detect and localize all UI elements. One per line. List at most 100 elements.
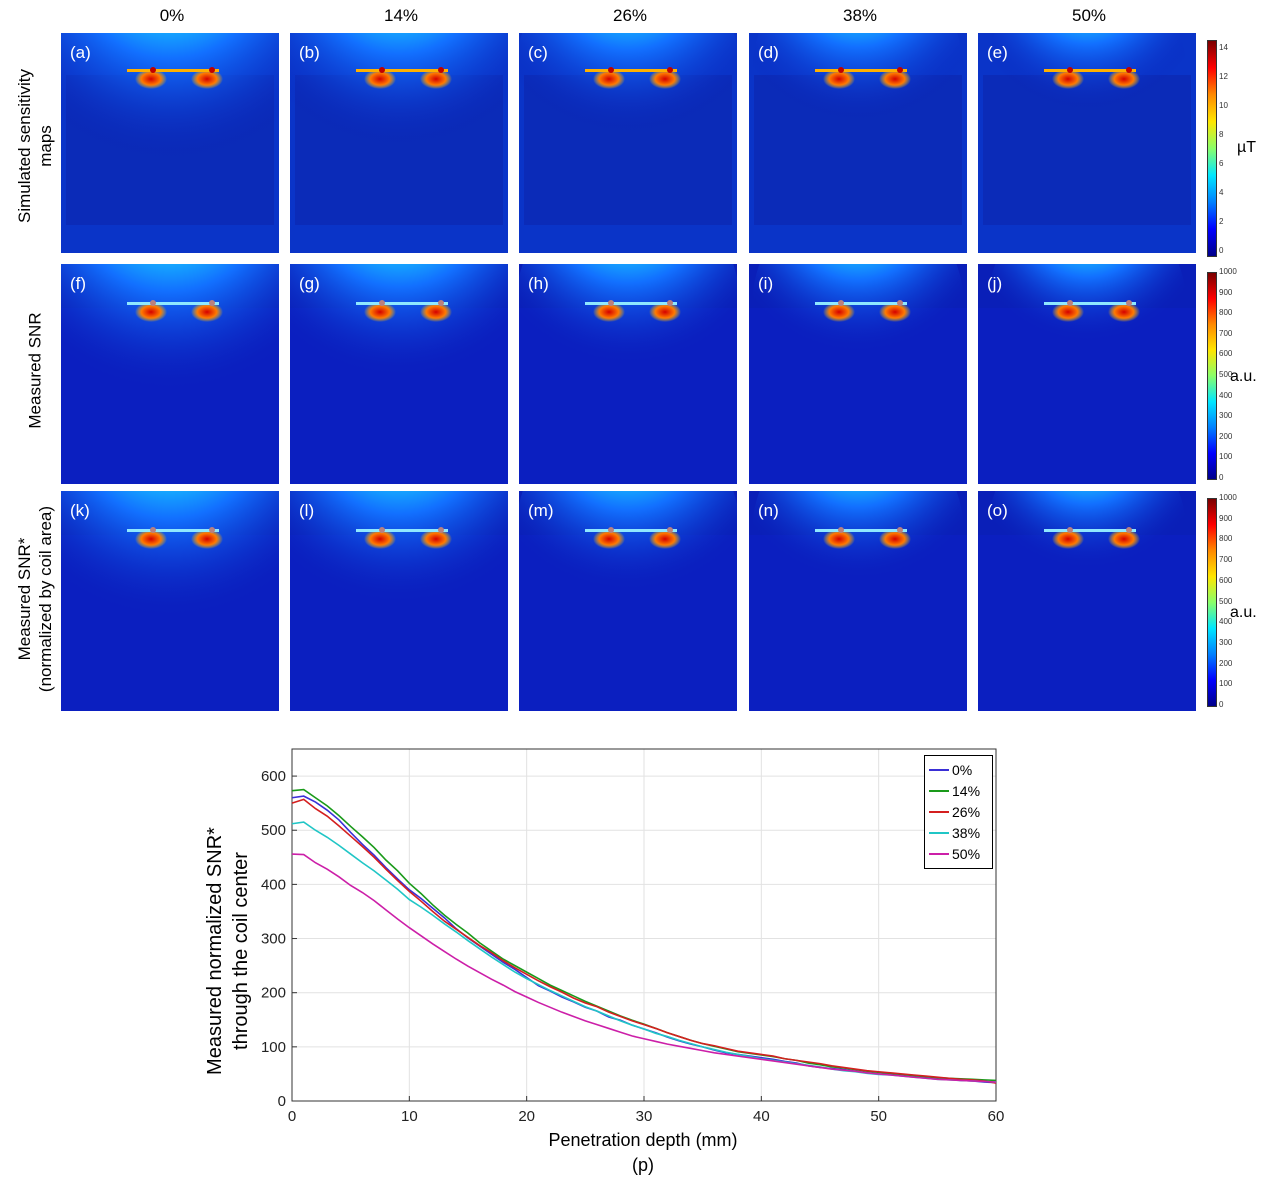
colorbar-tick-label: 400 bbox=[1219, 617, 1233, 627]
sensitivity-map-image bbox=[61, 491, 279, 711]
colorbar-tick-label: 0 bbox=[1219, 700, 1224, 709]
panel-label: (o) bbox=[987, 501, 1008, 520]
colorbar-tick-label: 800 bbox=[1219, 308, 1233, 318]
panel-label: (b) bbox=[299, 43, 320, 62]
colorbar-snr-normalized bbox=[1207, 498, 1217, 707]
colorbar-unit-snr: a.u. bbox=[1230, 368, 1257, 385]
colorbar-tick-label: 0 bbox=[1219, 473, 1224, 482]
series-line bbox=[291, 798, 997, 1084]
legend-label: 38% bbox=[952, 825, 981, 841]
sensitivity-map-image bbox=[978, 491, 1196, 711]
panel-label: (k) bbox=[70, 501, 90, 520]
colorbar-tick-label: 200 bbox=[1219, 658, 1233, 668]
colorbar-tick-label: 300 bbox=[1219, 411, 1233, 421]
sensitivity-map-image bbox=[290, 33, 508, 225]
legend-item: 26% bbox=[929, 802, 980, 822]
colorbar-tick-label: 600 bbox=[1219, 575, 1233, 585]
map-panel: (j) bbox=[978, 264, 1196, 484]
colorbar-tick-label: 700 bbox=[1219, 555, 1233, 565]
colorbar-tick-label: 1000 bbox=[1219, 267, 1237, 276]
legend-swatch bbox=[929, 769, 949, 771]
colorbar-tick-label: 600 bbox=[1219, 349, 1233, 359]
colorbar-tick-label: 400 bbox=[1219, 390, 1233, 400]
x-tick-label: 30 bbox=[636, 1108, 653, 1125]
map-panel: (n) bbox=[749, 491, 967, 711]
colorbar-tick-label: 6 bbox=[1219, 159, 1224, 168]
map-panel: (b) bbox=[290, 33, 508, 253]
colorbar-tick-label: 100 bbox=[1219, 679, 1233, 689]
colorbar-tick-label: 1000 bbox=[1219, 493, 1237, 502]
colorbar-tick-label: 800 bbox=[1219, 534, 1233, 544]
colorbar-tick-label: 12 bbox=[1219, 72, 1228, 81]
panel-label: (h) bbox=[528, 274, 549, 293]
panel-label: (g) bbox=[299, 274, 320, 293]
y-tick-label: 500 bbox=[261, 822, 286, 839]
sensitivity-map-image bbox=[978, 264, 1196, 484]
map-panel: (f) bbox=[61, 264, 279, 484]
column-header: 50% bbox=[1071, 6, 1107, 25]
x-tick-label: 40 bbox=[753, 1108, 770, 1125]
legend-swatch bbox=[929, 811, 949, 813]
panel-label: (l) bbox=[299, 501, 315, 520]
y-tick-label: 600 bbox=[261, 768, 286, 785]
panel-label: (c) bbox=[528, 43, 548, 62]
colorbar-tick-label: 200 bbox=[1219, 431, 1233, 441]
panel-label: (m) bbox=[528, 501, 554, 520]
colorbar-tick-label: 500 bbox=[1219, 596, 1233, 606]
colorbar-tick-label: 900 bbox=[1219, 513, 1233, 523]
x-tick-label: 10 bbox=[401, 1108, 418, 1125]
sensitivity-map-image bbox=[290, 264, 508, 484]
column-header: 26% bbox=[612, 6, 648, 25]
map-panel: (e) bbox=[978, 33, 1196, 253]
map-panel: (o) bbox=[978, 491, 1196, 711]
panel-label: (j) bbox=[987, 274, 1003, 293]
legend-label: 14% bbox=[952, 783, 981, 799]
map-panel: (i) bbox=[749, 264, 967, 484]
legend-label: 50% bbox=[952, 846, 981, 862]
colorbar-unit-simulated: µT bbox=[1237, 139, 1256, 156]
legend-item: 38% bbox=[929, 823, 980, 843]
colorbar-tick-label: 14 bbox=[1219, 43, 1228, 52]
map-panel: (l) bbox=[290, 491, 508, 711]
legend-item: 14% bbox=[929, 781, 980, 801]
map-panel: (g) bbox=[290, 264, 508, 484]
panel-label: (i) bbox=[758, 274, 774, 293]
y-tick-label: 100 bbox=[261, 1039, 286, 1056]
legend-label: 26% bbox=[952, 804, 981, 820]
plot-caption: (p) bbox=[632, 1155, 654, 1175]
sensitivity-map-image bbox=[519, 33, 737, 225]
colorbar-tick-label: 4 bbox=[1219, 188, 1224, 197]
column-header: 38% bbox=[842, 6, 878, 25]
plot-xlabel: Penetration depth (mm) bbox=[548, 1130, 738, 1150]
x-tick-label: 0 bbox=[288, 1108, 296, 1125]
map-panel: (c) bbox=[519, 33, 737, 253]
colorbar-simulated bbox=[1207, 40, 1217, 257]
sensitivity-map-image bbox=[751, 33, 965, 225]
legend-swatch bbox=[929, 832, 949, 834]
y-tick-label: 0 bbox=[278, 1093, 286, 1110]
sensitivity-map-image bbox=[983, 33, 1191, 225]
column-header: 0% bbox=[159, 6, 185, 25]
legend-item: 0% bbox=[929, 760, 972, 780]
map-panel: (a) bbox=[61, 33, 279, 253]
legend-label: 0% bbox=[952, 762, 973, 778]
map-panel: (k) bbox=[61, 491, 279, 711]
colorbar-tick-label: 500 bbox=[1219, 370, 1233, 379]
panel-label: (n) bbox=[758, 501, 779, 520]
colorbar-tick-label: 8 bbox=[1219, 130, 1224, 139]
sensitivity-map-image bbox=[749, 264, 967, 484]
colorbar-tick-label: 300 bbox=[1219, 637, 1233, 647]
colorbar-tick-label: 700 bbox=[1219, 328, 1233, 338]
colorbar-tick-label: 0 bbox=[1219, 246, 1224, 255]
sensitivity-map-image bbox=[519, 264, 737, 484]
chart-legend: 0% 14% 26% 38% 50% bbox=[924, 755, 993, 869]
colorbar-tick-label: 10 bbox=[1219, 101, 1228, 110]
sensitivity-map-image bbox=[519, 491, 737, 711]
legend-item: 50% bbox=[929, 844, 980, 864]
map-panel: (d) bbox=[749, 33, 967, 253]
series-line bbox=[291, 853, 997, 1083]
x-tick-label: 50 bbox=[870, 1108, 887, 1125]
panel-label: (e) bbox=[987, 43, 1008, 62]
colorbar-unit-snr-normalized: a.u. bbox=[1230, 604, 1257, 621]
